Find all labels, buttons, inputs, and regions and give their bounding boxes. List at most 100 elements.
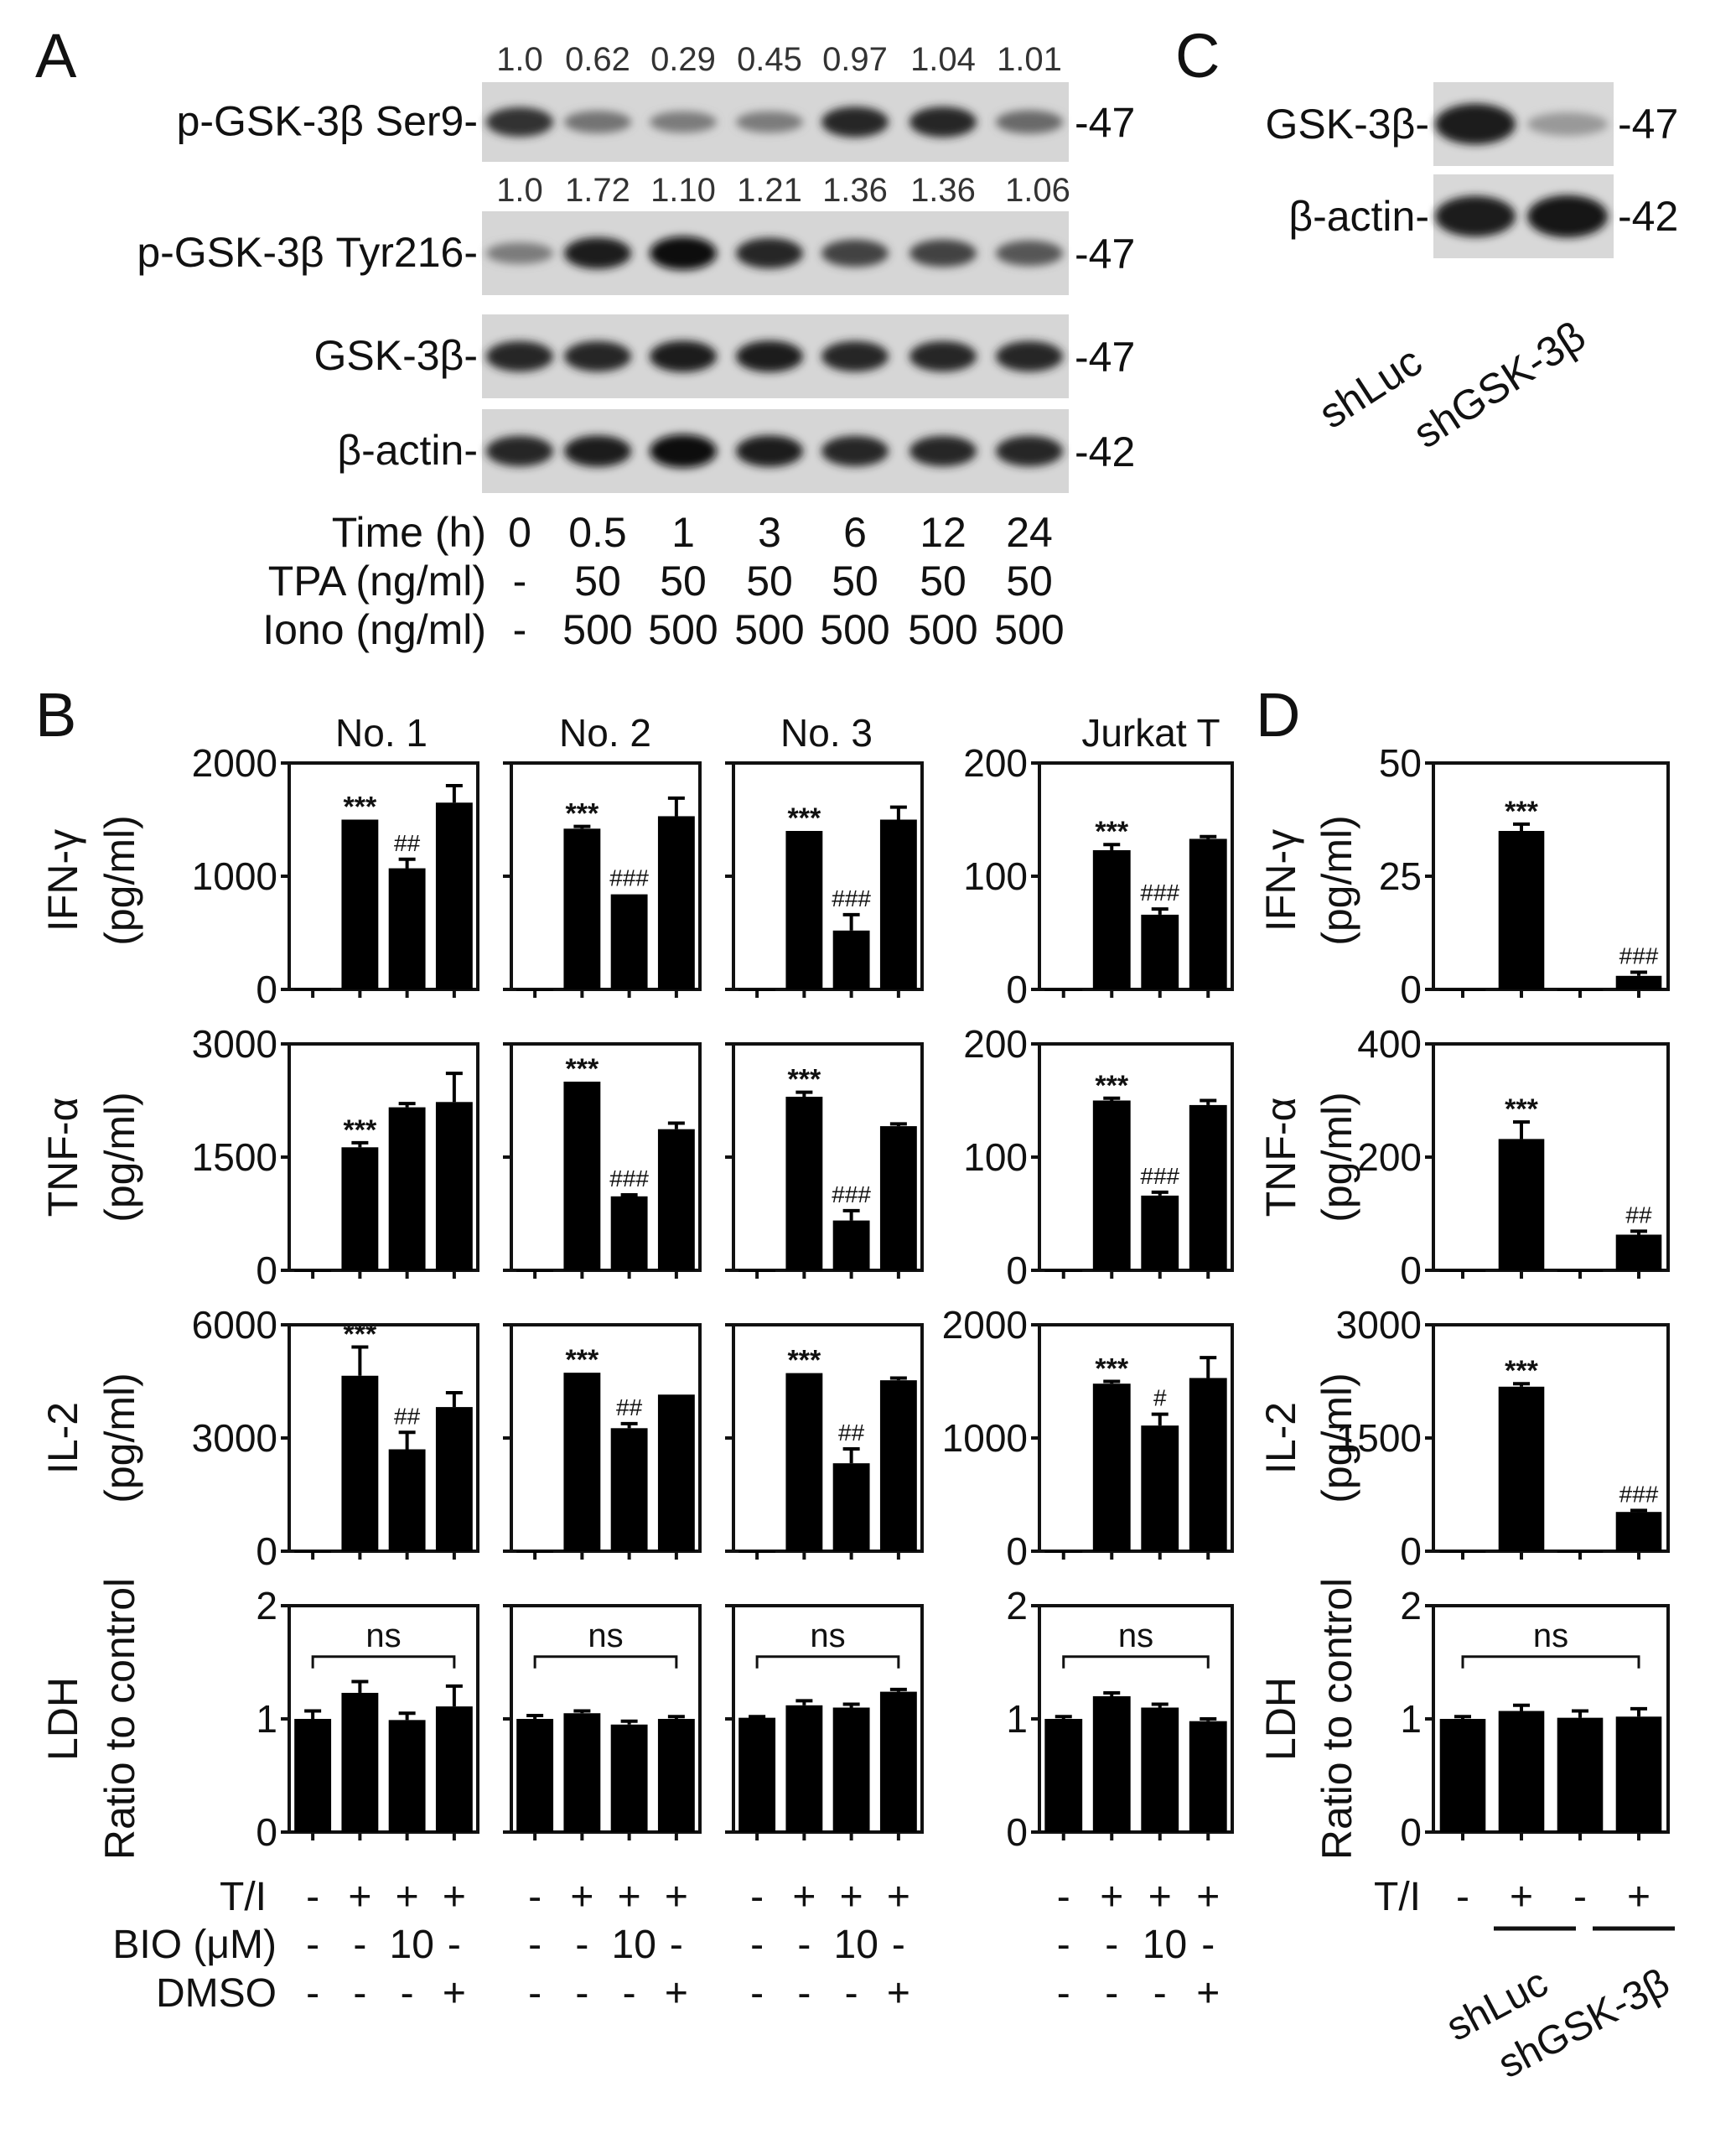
treatment-value: - [750, 1971, 764, 2016]
bar [738, 1551, 776, 1553]
y-tick-label: 25 [1379, 854, 1422, 898]
condition-label-tpa: TPA (ng/ml) [268, 558, 486, 605]
y-tick-label: 200 [1357, 1135, 1422, 1179]
treatment-value: - [892, 1923, 905, 1967]
blot-band [909, 239, 977, 267]
treatment-value: + [840, 1875, 863, 1919]
y-tick-label: 1 [1006, 1697, 1028, 1741]
blot-band [650, 236, 717, 270]
y-tick-label: 0 [1006, 1810, 1028, 1854]
significance-mark: *** [1505, 796, 1538, 828]
y-tick-label: 50 [1379, 741, 1422, 785]
treatment-value: - [1201, 1923, 1215, 1967]
ylabel-ifn-unit: (pg/ml) [96, 815, 143, 946]
bar [1141, 914, 1179, 989]
bar [294, 1551, 332, 1553]
ns-label: ns [365, 1617, 401, 1654]
ylabel-d-il2-unit: (pg/ml) [1314, 1373, 1360, 1503]
significance-mark: *** [788, 1064, 821, 1096]
bar [610, 1196, 648, 1270]
y-tick-label: 0 [256, 1529, 277, 1573]
significance-mark: ## [394, 830, 421, 856]
bar-chart: ns [503, 1604, 702, 1840]
y-tick-label: 0 [256, 968, 277, 1011]
bar [1092, 1696, 1131, 1832]
y-tick-label: 0 [256, 1249, 277, 1292]
blot-band [564, 237, 631, 269]
condition-value: - [513, 558, 527, 605]
y-tick-label: 1000 [192, 854, 277, 898]
ylabel-d-tnf: TNF-α [1257, 1098, 1304, 1217]
significance-mark: *** [344, 1319, 377, 1351]
panel-c-western-blots: GSK-3β- -47 β-actin- -42 [1266, 82, 1678, 258]
ns-label: ns [588, 1617, 623, 1654]
bar [785, 1705, 823, 1832]
column-title-no3: No. 3 [780, 711, 873, 755]
column-title-jurkat: Jurkat T [1081, 711, 1220, 755]
y-tick-label: 200 [963, 741, 1028, 785]
y-tick-label: 1500 [192, 1135, 277, 1179]
molecular-weight-label: -47 [1075, 334, 1135, 381]
ylabel-d-ldh: LDH [1257, 1677, 1304, 1761]
treatment-value: - [623, 1971, 636, 2016]
blot-band [736, 111, 803, 133]
y-tick-label: 1000 [942, 1416, 1028, 1460]
treatment-value: + [665, 1875, 688, 1919]
treatment-value: - [528, 1875, 542, 1919]
bar-chart: ns [725, 1604, 924, 1840]
quant-value: 1.0 [496, 172, 543, 209]
significance-mark: ## [838, 1420, 865, 1446]
bar [1557, 989, 1604, 991]
bar [738, 989, 776, 991]
condition-value: 50 [1006, 558, 1053, 605]
blot-band [486, 106, 553, 138]
treatment-value: + [396, 1875, 419, 1919]
ylabel-ldh-unit: Ratio to control [96, 1578, 143, 1860]
treatment-value: - [528, 1971, 542, 2016]
bar [1141, 1707, 1179, 1832]
blot-band [996, 240, 1063, 267]
bar [1439, 1719, 1486, 1832]
blot-label: β-actin- [337, 427, 478, 474]
treatment-value: - [353, 1971, 366, 2016]
bar [388, 1720, 426, 1832]
bar [1498, 1711, 1545, 1832]
bar [1439, 989, 1486, 991]
treatment-value: + [792, 1875, 816, 1919]
blot-band [486, 340, 553, 372]
significance-bracket [533, 1655, 678, 1669]
condition-label-time: Time (h) [332, 509, 486, 556]
y-tick-label: 0 [1006, 1249, 1028, 1292]
y-tick-label: 2000 [192, 741, 277, 785]
bar-chart: 0 100 200 *** ### [963, 1022, 1234, 1292]
blot-band [736, 237, 803, 269]
bar [832, 1220, 870, 1270]
treatment-label-ti: T/I [220, 1875, 267, 1919]
treatment-value: - [575, 1971, 588, 2016]
significance-mark: ### [832, 885, 871, 911]
bar-chart: 0 1500 3000 *** ### [1336, 1303, 1670, 1573]
bar [435, 802, 473, 989]
bar-chart: *** ### [725, 761, 924, 998]
y-tick-label: 2000 [942, 1303, 1028, 1347]
significance-mark: # [1153, 1385, 1167, 1411]
treatment-value: - [528, 1923, 542, 1967]
significance-mark: ### [1619, 1481, 1659, 1507]
ylabel-d-il2: IL-2 [1257, 1402, 1304, 1474]
blot-band [564, 340, 631, 372]
condition-value: 500 [562, 606, 632, 653]
condition-value: 0.5 [568, 509, 627, 556]
column-title-no2: No. 2 [559, 711, 651, 755]
quantification-row-tyr216: 1.0 1.72 1.10 1.21 1.36 1.36 1.06 [496, 172, 1070, 209]
quant-value: 1.21 [737, 172, 802, 209]
blot-band [650, 111, 717, 133]
condition-value: 50 [660, 558, 707, 605]
bar [1498, 1139, 1545, 1270]
treatment-value: - [575, 1923, 588, 1967]
bar [879, 1691, 917, 1832]
bar [563, 828, 601, 989]
blot-band [486, 242, 553, 264]
bar [294, 1719, 332, 1832]
treatment-value: 10 [834, 1923, 878, 1967]
